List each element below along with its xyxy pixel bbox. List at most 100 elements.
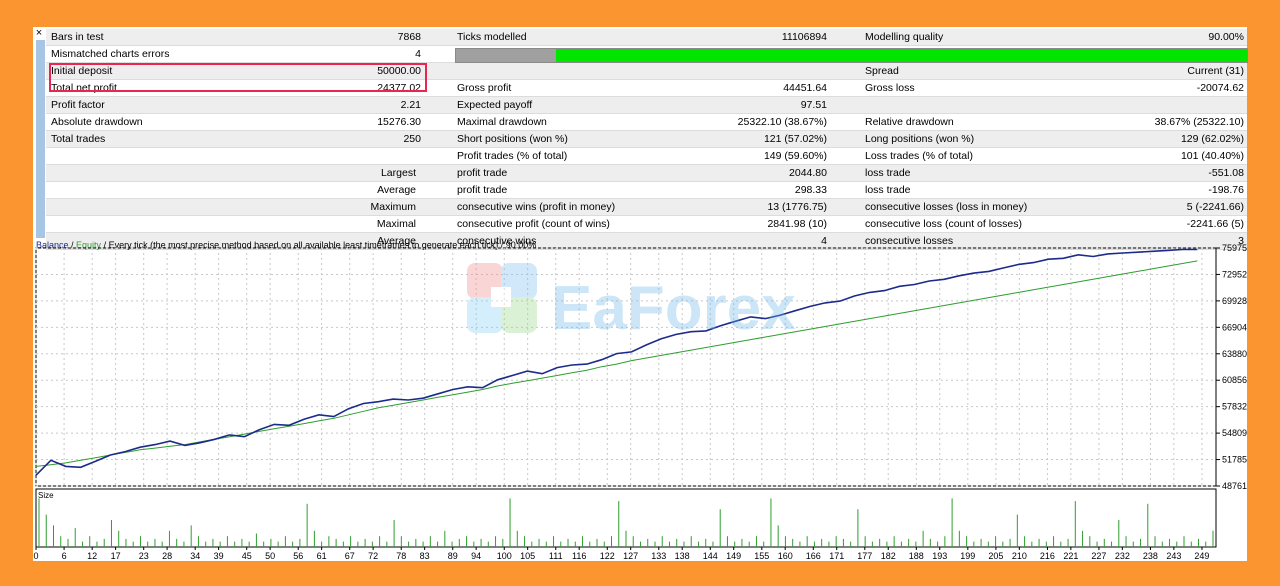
x-tick-label: 111 xyxy=(549,551,563,561)
label-col1: Bars in test xyxy=(51,31,104,43)
highlight-box xyxy=(49,63,427,92)
report-row: Profit trades (% of total) 149 (59.60%) Lo… xyxy=(46,148,1247,165)
legend-balance: Balance xyxy=(36,240,69,250)
label-col3: Loss trades (% of total) xyxy=(865,150,973,162)
x-tick-label: 232 xyxy=(1115,551,1130,561)
y-tick-label: 57832 xyxy=(1222,402,1247,412)
chart-legend: Balance / Equity / Every tick (the most … xyxy=(36,240,536,250)
x-tick-label: 72 xyxy=(368,551,378,561)
side-tab-strip xyxy=(36,40,45,238)
size-label: Size xyxy=(38,491,54,500)
x-tick-label: 116 xyxy=(572,551,586,561)
x-tick-label: 249 xyxy=(1194,551,1209,561)
label-col2: Ticks modelled xyxy=(457,31,527,43)
x-tick-label: 227 xyxy=(1091,551,1106,561)
x-tick-label: 188 xyxy=(909,551,924,561)
label-col3: consecutive loss (count of losses) xyxy=(865,218,1022,230)
label-col1: Largest xyxy=(380,167,416,179)
x-tick-label: 94 xyxy=(471,551,481,561)
x-tick-label: 45 xyxy=(242,551,252,561)
label-col3: Relative drawdown xyxy=(865,116,954,128)
x-tick-label: 23 xyxy=(139,551,149,561)
value-col3: 101 (40.40%) xyxy=(1180,150,1244,162)
label-col1: Maximum xyxy=(370,201,416,213)
y-tick-label: 72952 xyxy=(1222,269,1247,279)
x-tick-label: 83 xyxy=(420,551,430,561)
value-col3: 3 xyxy=(1238,235,1244,247)
x-tick-label: 6 xyxy=(62,551,67,561)
x-tick-label: 133 xyxy=(651,551,666,561)
label-col3: Gross loss xyxy=(865,82,915,94)
label-col1: Total trades xyxy=(51,133,106,145)
x-tick-label: 28 xyxy=(162,551,172,561)
label-col2: Expected payoff xyxy=(457,99,533,111)
value-col1: 4 xyxy=(415,48,421,60)
y-tick-label: 60856 xyxy=(1222,375,1247,385)
value-col2: 298.33 xyxy=(794,184,827,196)
x-tick-label: 0 xyxy=(33,551,38,561)
x-tick-label: 149 xyxy=(726,551,741,561)
report-row: Average profit trade 298.33 loss trade -198.… xyxy=(46,182,1247,199)
plot-frame xyxy=(35,247,1217,487)
x-tick-label: 61 xyxy=(317,551,327,561)
equity-line xyxy=(35,248,1198,476)
y-tick-label: 69928 xyxy=(1222,296,1247,306)
x-tick-label: 166 xyxy=(806,551,821,561)
label-col3: consecutive losses (loss in money) xyxy=(865,201,1028,213)
x-tick-label: 193 xyxy=(932,551,947,561)
label-col2: Short positions (won %) xyxy=(457,133,568,145)
x-tick-label: 171 xyxy=(829,551,844,561)
x-tick-label: 177 xyxy=(857,551,872,561)
balance-equity-chart: 75975 72952 69928 66904 63880 60856 57832 54809… xyxy=(33,243,1247,561)
y-tick-label: 63880 xyxy=(1222,349,1247,359)
y-tick-label: 66904 xyxy=(1222,322,1247,332)
legend-desc: / Every tick (the most precise method ba… xyxy=(101,240,537,250)
label-col2: Profit trades (% of total) xyxy=(457,150,568,162)
label-col2: consecutive wins (profit in money) xyxy=(457,201,616,213)
x-tick-label: 100 xyxy=(497,551,512,561)
legend-equity: Equity xyxy=(76,240,102,250)
value-col1: 50000.00 xyxy=(377,65,421,77)
x-tick-label: 39 xyxy=(214,551,224,561)
value-col2: 149 (59.60%) xyxy=(763,150,827,162)
value-col1: 2.21 xyxy=(400,99,421,111)
value-col2: 25322.10 (38.67%) xyxy=(737,116,827,128)
value-col3: -2241.66 (5) xyxy=(1186,218,1244,230)
x-tick-label: 221 xyxy=(1063,551,1078,561)
value-col3: -20074.62 xyxy=(1196,82,1244,94)
label-col2: consecutive profit (count of wins) xyxy=(457,218,610,230)
y-tick-label: 51785 xyxy=(1222,455,1247,465)
value-col3: 129 (62.02%) xyxy=(1180,133,1244,145)
balance-line xyxy=(35,260,1198,467)
value-col3: 38.67% (25322.10) xyxy=(1154,116,1244,128)
report-row: Average consecutive wins 4 consecutive loss… xyxy=(46,233,1247,250)
value-col1: 15276.30 xyxy=(377,116,421,128)
x-tick-label: 238 xyxy=(1143,551,1158,561)
value-col2: 13 (1776.75) xyxy=(767,201,827,213)
x-tick-label: 12 xyxy=(87,551,97,561)
x-tick-label: 50 xyxy=(265,551,275,561)
label-col1: Absolute drawdown xyxy=(51,116,143,128)
report-row: Maximal consecutive profit (count of wins… xyxy=(46,216,1247,233)
close-icon[interactable]: × xyxy=(35,27,43,39)
x-tick-label: 216 xyxy=(1040,551,1055,561)
y-tick-label: 54809 xyxy=(1222,428,1247,438)
x-tick-label: 78 xyxy=(396,551,406,561)
x-tick-label: 155 xyxy=(754,551,769,561)
x-tick-label: 144 xyxy=(703,551,718,561)
value-col2: 121 (57.02%) xyxy=(763,133,827,145)
value-col2: 97.51 xyxy=(800,99,827,111)
x-tick-label: 89 xyxy=(448,551,458,561)
value-col2: 2044.80 xyxy=(789,167,827,179)
quality-bar-gray xyxy=(456,49,556,62)
x-tick-label: 205 xyxy=(988,551,1003,561)
label-col3: loss trade xyxy=(865,184,911,196)
label-col3: consecutive losses xyxy=(865,235,954,247)
x-tick-label: 67 xyxy=(345,551,355,561)
report-row: Largest profit trade 2044.80 loss trade -551… xyxy=(46,165,1247,182)
label-col3: Long positions (won %) xyxy=(865,133,975,145)
label-col2: profit trade xyxy=(457,167,508,179)
label-col1: Initial deposit xyxy=(51,65,113,77)
x-tick-label: 138 xyxy=(675,551,690,561)
x-tick-label: 127 xyxy=(623,551,638,561)
